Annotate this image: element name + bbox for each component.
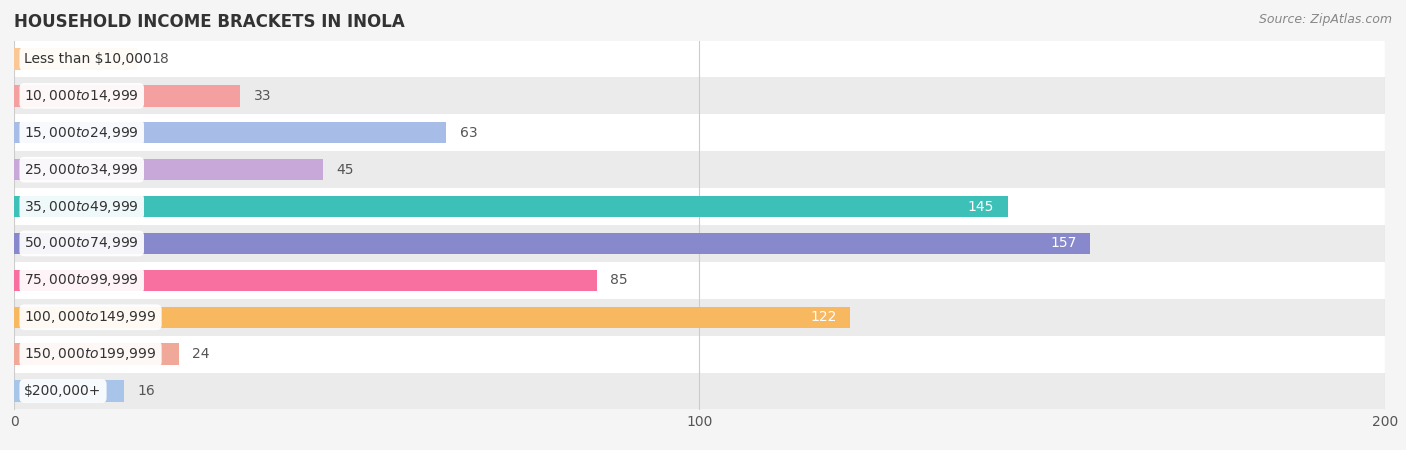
Text: $50,000 to $74,999: $50,000 to $74,999 (24, 235, 139, 252)
Text: 145: 145 (967, 199, 994, 214)
Bar (14, 77, 1385, 114)
Text: $15,000 to $24,999: $15,000 to $24,999 (24, 125, 139, 141)
Bar (14, 40, 1385, 77)
Text: $150,000 to $199,999: $150,000 to $199,999 (24, 346, 157, 362)
Text: $35,000 to $49,999: $35,000 to $49,999 (24, 198, 139, 215)
Text: $200,000+: $200,000+ (24, 384, 101, 398)
Text: $100,000 to $149,999: $100,000 to $149,999 (24, 309, 157, 325)
Text: 24: 24 (193, 347, 209, 361)
Text: Less than $10,000: Less than $10,000 (24, 52, 152, 66)
Text: $25,000 to $34,999: $25,000 to $34,999 (24, 162, 139, 178)
Bar (14, 85, 240, 107)
Text: $10,000 to $14,999: $10,000 to $14,999 (24, 88, 139, 104)
Bar (14, 188, 1385, 225)
Bar (14, 343, 179, 365)
Bar (14, 299, 1385, 336)
Text: HOUSEHOLD INCOME BRACKETS IN INOLA: HOUSEHOLD INCOME BRACKETS IN INOLA (14, 13, 405, 31)
Text: 33: 33 (254, 89, 271, 103)
Text: Source: ZipAtlas.com: Source: ZipAtlas.com (1258, 14, 1392, 27)
Bar (14, 270, 596, 291)
Bar (14, 151, 1385, 188)
Bar (14, 159, 322, 180)
Text: 18: 18 (152, 52, 169, 66)
Bar (14, 225, 1385, 262)
Bar (14, 380, 124, 402)
Text: 45: 45 (336, 162, 354, 177)
Bar (14, 233, 1090, 254)
Bar (14, 373, 1385, 410)
Bar (14, 48, 138, 70)
Bar (14, 262, 1385, 299)
Text: 16: 16 (138, 384, 155, 398)
Bar (14, 122, 446, 144)
Text: $75,000 to $99,999: $75,000 to $99,999 (24, 272, 139, 288)
Bar (14, 336, 1385, 373)
Text: 157: 157 (1050, 236, 1077, 251)
Text: 122: 122 (810, 310, 837, 324)
Text: 63: 63 (460, 126, 477, 140)
Bar (14, 196, 1008, 217)
Bar (14, 306, 851, 328)
Text: 85: 85 (610, 273, 628, 288)
Bar (14, 114, 1385, 151)
